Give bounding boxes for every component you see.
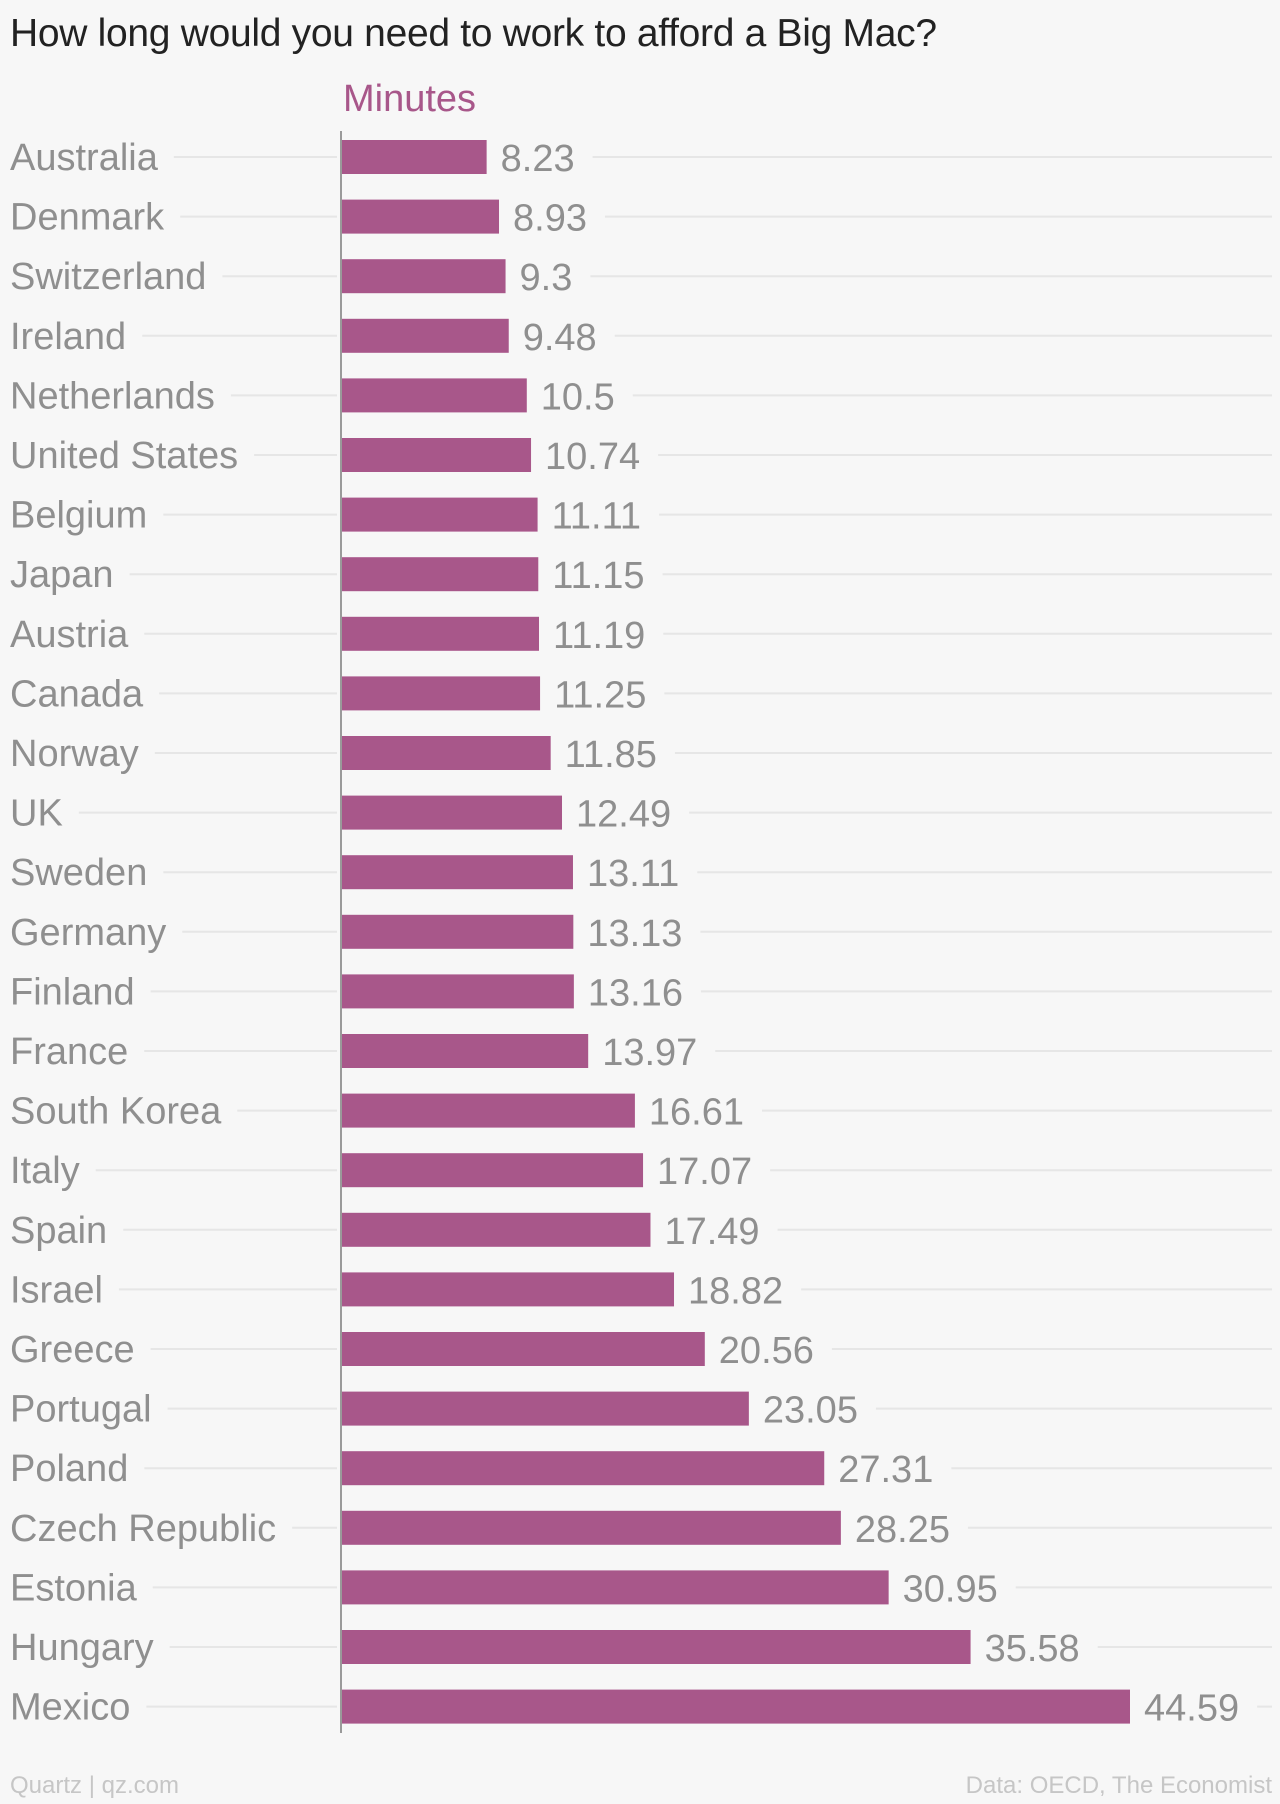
category-label: Mexico bbox=[10, 1687, 130, 1729]
value-label: 44.59 bbox=[1144, 1688, 1239, 1730]
value-label: 8.23 bbox=[501, 138, 575, 180]
value-label: 18.82 bbox=[688, 1270, 783, 1312]
bar bbox=[341, 1630, 971, 1664]
category-label: South Korea bbox=[10, 1091, 222, 1133]
category-label: Australia bbox=[10, 137, 159, 179]
bar bbox=[341, 318, 509, 353]
value-label: 11.15 bbox=[552, 555, 644, 597]
bar bbox=[341, 259, 506, 294]
value-label: 11.25 bbox=[554, 674, 646, 716]
bar bbox=[341, 1212, 651, 1247]
category-label: Poland bbox=[10, 1448, 128, 1490]
bar bbox=[341, 199, 500, 234]
bar bbox=[341, 974, 574, 1009]
category-label: Japan bbox=[10, 554, 114, 596]
value-label: 9.3 bbox=[520, 257, 573, 299]
value-label: 23.05 bbox=[763, 1390, 858, 1432]
bar bbox=[341, 1034, 589, 1068]
value-label: 17.49 bbox=[664, 1211, 759, 1253]
value-label: 20.56 bbox=[719, 1330, 814, 1372]
series-label-minutes: Minutes bbox=[343, 78, 477, 120]
category-label: Austria bbox=[10, 614, 129, 656]
value-label: 13.13 bbox=[587, 913, 682, 955]
value-label: 27.31 bbox=[838, 1449, 933, 1491]
bar bbox=[341, 1510, 841, 1545]
category-label: Denmark bbox=[10, 197, 165, 239]
footer-source-left: Quartz | qz.com bbox=[10, 1772, 179, 1799]
bar bbox=[341, 914, 574, 949]
category-label: Czech Republic bbox=[10, 1508, 276, 1550]
value-label: 8.93 bbox=[513, 198, 587, 240]
category-label: Belgium bbox=[10, 495, 147, 537]
bar bbox=[341, 1332, 705, 1366]
bar bbox=[341, 1391, 749, 1426]
category-label: UK bbox=[10, 793, 63, 835]
bar bbox=[341, 676, 541, 711]
value-label: 35.58 bbox=[985, 1628, 1080, 1670]
category-label: France bbox=[10, 1031, 128, 1073]
bar bbox=[341, 855, 573, 890]
category-label: Norway bbox=[10, 733, 139, 775]
category-label: United States bbox=[10, 435, 238, 477]
bar bbox=[341, 616, 540, 651]
bar bbox=[341, 1451, 825, 1486]
category-label: Estonia bbox=[10, 1567, 138, 1609]
value-label: 16.61 bbox=[649, 1092, 744, 1134]
category-label: Netherlands bbox=[10, 375, 215, 417]
value-label: 28.25 bbox=[855, 1509, 950, 1551]
category-label: Italy bbox=[10, 1150, 80, 1192]
value-label: 10.5 bbox=[541, 376, 615, 418]
value-label: 10.74 bbox=[545, 436, 640, 478]
bar bbox=[341, 438, 532, 472]
value-label: 17.07 bbox=[657, 1151, 752, 1193]
value-label: 13.97 bbox=[602, 1032, 697, 1074]
category-label: Spain bbox=[10, 1210, 107, 1252]
category-label: Israel bbox=[10, 1269, 103, 1311]
category-label: Finland bbox=[10, 971, 135, 1013]
category-label: Ireland bbox=[10, 316, 126, 358]
value-label: 9.48 bbox=[523, 317, 597, 359]
value-label: 12.49 bbox=[576, 794, 671, 836]
bar bbox=[341, 497, 538, 532]
bar bbox=[341, 795, 563, 830]
bar bbox=[341, 1272, 675, 1307]
category-label: Hungary bbox=[10, 1627, 154, 1669]
value-label: 30.95 bbox=[903, 1568, 998, 1610]
category-label: Switzerland bbox=[10, 256, 206, 298]
category-label: Canada bbox=[10, 673, 144, 715]
bar bbox=[341, 140, 487, 174]
bar bbox=[341, 736, 551, 770]
category-label: Greece bbox=[10, 1329, 135, 1371]
value-label: 13.16 bbox=[588, 972, 683, 1014]
value-label: 11.11 bbox=[552, 496, 641, 538]
category-label: Sweden bbox=[10, 852, 147, 894]
footer-source-right: Data: OECD, The Economist bbox=[965, 1772, 1272, 1799]
bar bbox=[341, 557, 539, 592]
category-label: Portugal bbox=[10, 1389, 152, 1431]
bar bbox=[341, 1153, 644, 1188]
value-label: 11.85 bbox=[565, 734, 657, 776]
category-label: Germany bbox=[10, 912, 166, 954]
value-label: 11.19 bbox=[553, 615, 645, 657]
value-label: 13.11 bbox=[587, 853, 679, 895]
bar bbox=[341, 378, 527, 413]
chart-title: How long would you need to work to affor… bbox=[10, 12, 937, 55]
bar bbox=[341, 1093, 635, 1128]
bar bbox=[341, 1689, 1130, 1724]
bar bbox=[341, 1570, 889, 1605]
